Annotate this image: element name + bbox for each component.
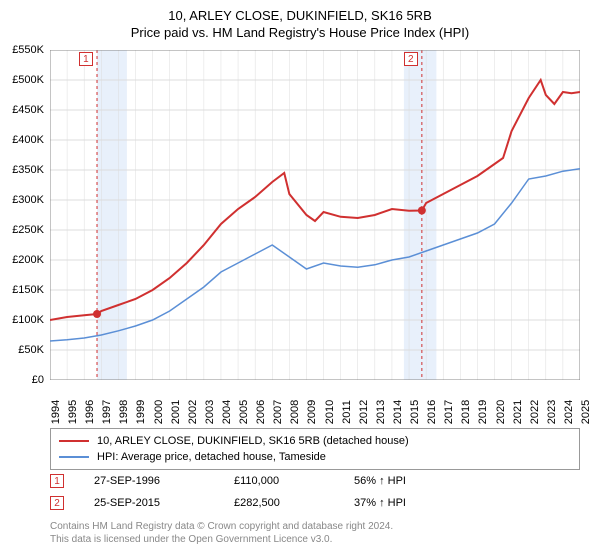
x-tick-label: 2019 — [477, 400, 489, 424]
x-tick-label: 2009 — [306, 400, 318, 424]
x-tick-label: 2004 — [221, 400, 233, 424]
legend-swatch — [59, 456, 89, 458]
legend-label: 10, ARLEY CLOSE, DUKINFIELD, SK16 5RB (d… — [97, 435, 409, 447]
y-tick-label: £100K — [12, 314, 44, 326]
x-tick-label: 2005 — [238, 400, 250, 424]
y-tick-label: £350K — [12, 164, 44, 176]
y-tick-label: £250K — [12, 224, 44, 236]
x-tick-label: 2021 — [512, 400, 524, 424]
x-tick-label: 1994 — [50, 400, 62, 424]
sale-marker-icon: 2 — [50, 496, 64, 510]
legend-swatch — [59, 440, 89, 442]
y-tick-label: £500K — [12, 74, 44, 86]
sales-table: 1 27-SEP-1996£110,00056% ↑ HPI 2 25-SEP-201… — [50, 470, 580, 514]
y-tick-label: £400K — [12, 134, 44, 146]
y-tick-label: £150K — [12, 284, 44, 296]
y-tick-label: £450K — [12, 104, 44, 116]
chart-plot-area: 12 — [50, 50, 580, 380]
legend-label: HPI: Average price, detached house, Tame… — [97, 451, 326, 463]
x-tick-label: 2007 — [272, 400, 284, 424]
footer-line2: This data is licensed under the Open Gov… — [50, 533, 580, 546]
x-tick-label: 2015 — [409, 400, 421, 424]
x-axis-labels: 1994 1995 1996 1997 1998 1999 2000 2001 2002 2003… — [50, 382, 580, 422]
x-tick-label: 2017 — [443, 400, 455, 424]
x-tick-label: 2018 — [460, 400, 472, 424]
footer-attribution: Contains HM Land Registry data © Crown c… — [50, 520, 580, 546]
sale-row: 2 25-SEP-2015£282,50037% ↑ HPI — [50, 492, 580, 514]
x-tick-label: 2000 — [153, 400, 165, 424]
sale-price: £282,500 — [234, 497, 354, 509]
sale-pct: 56% ↑ HPI — [354, 475, 474, 487]
y-tick-label: £0 — [32, 374, 44, 386]
x-tick-label: 2020 — [495, 400, 507, 424]
chart-subtitle: Price paid vs. HM Land Registry's House … — [0, 25, 600, 40]
x-tick-label: 2016 — [426, 400, 438, 424]
x-tick-label: 2024 — [563, 400, 575, 424]
x-tick-label: 2022 — [529, 400, 541, 424]
sale-pct: 37% ↑ HPI — [354, 497, 474, 509]
x-tick-label: 2011 — [341, 400, 353, 424]
y-tick-label: £50K — [18, 344, 44, 356]
x-tick-label: 1995 — [67, 400, 79, 424]
x-tick-label: 2025 — [580, 400, 592, 424]
sale-marker-1: 1 — [79, 52, 93, 66]
sale-row: 1 27-SEP-1996£110,00056% ↑ HPI — [50, 470, 580, 492]
legend-item: HPI: Average price, detached house, Tame… — [59, 449, 571, 465]
x-tick-label: 2008 — [289, 400, 301, 424]
sale-price: £110,000 — [234, 475, 354, 487]
y-tick-label: £200K — [12, 254, 44, 266]
x-tick-label: 1998 — [118, 400, 130, 424]
y-axis-labels: £0£50K£100K£150K£200K£250K£300K£350K£400… — [0, 50, 48, 380]
x-tick-label: 1999 — [135, 400, 147, 424]
x-tick-label: 2014 — [392, 400, 404, 424]
chart-title-address: 10, ARLEY CLOSE, DUKINFIELD, SK16 5RB — [0, 8, 600, 23]
footer-line1: Contains HM Land Registry data © Crown c… — [50, 520, 580, 533]
sale-marker-icon: 1 — [50, 474, 64, 488]
sale-date: 27-SEP-1996 — [94, 475, 234, 487]
sale-date: 25-SEP-2015 — [94, 497, 234, 509]
y-tick-label: £550K — [12, 44, 44, 56]
x-tick-label: 2001 — [170, 400, 182, 424]
x-tick-label: 1997 — [101, 400, 113, 424]
x-tick-label: 2002 — [187, 400, 199, 424]
legend-item: 10, ARLEY CLOSE, DUKINFIELD, SK16 5RB (d… — [59, 433, 571, 449]
legend: 10, ARLEY CLOSE, DUKINFIELD, SK16 5RB (d… — [50, 428, 580, 470]
x-tick-label: 2013 — [375, 400, 387, 424]
sale-marker-2: 2 — [404, 52, 418, 66]
x-tick-label: 2003 — [204, 400, 216, 424]
x-tick-label: 1996 — [84, 400, 96, 424]
chart-svg — [50, 50, 580, 380]
x-tick-label: 2006 — [255, 400, 267, 424]
y-tick-label: £300K — [12, 194, 44, 206]
x-tick-label: 2012 — [358, 400, 370, 424]
x-tick-label: 2023 — [546, 400, 558, 424]
x-tick-label: 2010 — [324, 400, 336, 424]
